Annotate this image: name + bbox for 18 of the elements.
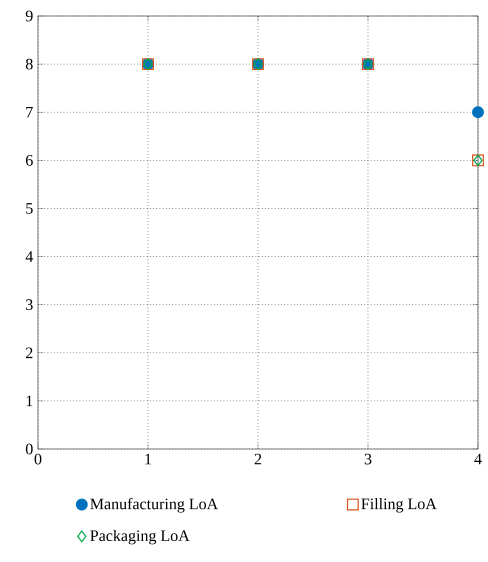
y-tick-label: 7 [26,106,33,118]
x-tick-label: 1 [145,454,152,464]
legend-label: Manufacturing LoA [90,498,218,513]
x-tick-label: 0 [34,454,42,464]
y-tick-label: 8 [26,58,33,70]
y-tick-label: 2 [26,347,32,358]
legend-label: Packaging LoA [90,530,190,544]
x-tick-label: 4 [474,454,482,464]
x-tick-label: 2 [254,454,262,464]
y-tick-label: 3 [26,299,33,310]
x-tick-label: 3 [364,454,372,464]
y-tick-label: 1 [26,396,32,406]
y-tick-label: 5 [26,203,33,214]
legend-label: Filling LoA [361,498,437,513]
y-tick-label: 6 [26,154,33,166]
y-tick-label: 0 [26,444,33,454]
y-tick-label: 4 [26,251,34,262]
y-tick-label: 9 [26,10,33,22]
